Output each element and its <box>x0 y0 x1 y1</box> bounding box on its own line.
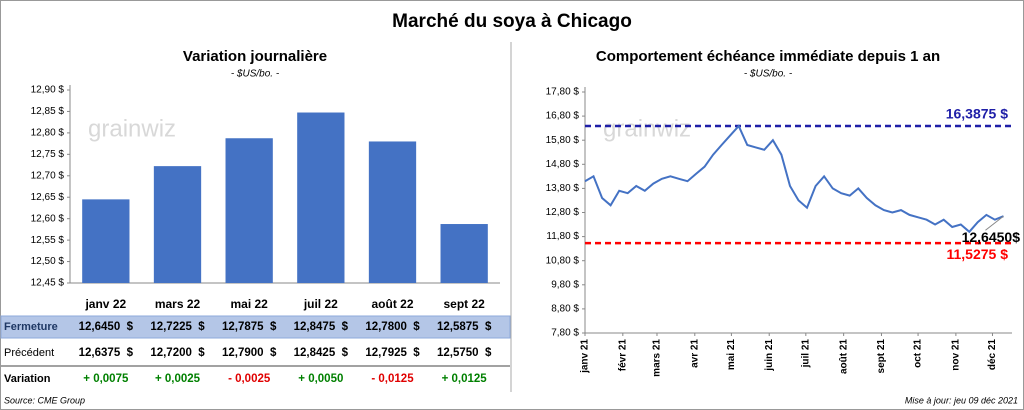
x-tick-label: févr 21 <box>617 339 628 372</box>
bar <box>440 224 488 283</box>
row-label: Variation <box>4 373 51 385</box>
y-tick-label: 13,80 $ <box>546 183 580 194</box>
y-tick-label: 16,80 $ <box>546 111 580 122</box>
table-cell: 12,6375 $ <box>79 347 134 359</box>
y-tick-label: 11,80 $ <box>546 231 579 242</box>
bar <box>297 112 345 284</box>
table-cell: 12,7900 $ <box>222 347 277 359</box>
table-cell: + 0,0125 <box>442 373 488 385</box>
bar <box>225 138 273 283</box>
y-tick-label: 10,80 $ <box>546 255 580 266</box>
x-tick-label: juil 21 <box>800 339 811 369</box>
table-cell: 12,8425 $ <box>294 347 349 359</box>
x-tick-label: mars 22 <box>155 297 201 311</box>
bar <box>368 141 417 283</box>
x-tick-label: sept 21 <box>876 339 887 374</box>
page-title: Marché du soya à Chicago <box>392 11 632 32</box>
chart-subtitle: - $US/bo. - <box>744 69 793 80</box>
y-tick-label: 9,80 $ <box>551 279 579 290</box>
y-tick-label: 12,75 $ <box>31 149 65 160</box>
table-cell: - 0,0125 <box>371 373 414 385</box>
x-tick-label: sept 22 <box>443 297 485 311</box>
y-tick-label: 12,55 $ <box>31 235 65 246</box>
table-cell: 12,7225 $ <box>150 321 205 333</box>
x-tick-label: mai 21 <box>726 339 737 371</box>
y-tick-label: 12,70 $ <box>31 170 65 181</box>
y-tick-label: 12,90 $ <box>31 85 65 96</box>
y-tick-label: 14,80 $ <box>546 159 580 170</box>
table-cell: 12,6450 $ <box>79 321 134 333</box>
x-tick-label: nov 21 <box>951 339 962 371</box>
last-label: 12,6450$ <box>962 229 1021 245</box>
watermark: grainwiz <box>603 115 691 142</box>
line-series <box>584 124 1004 234</box>
reference-label: 16,3875 $ <box>946 106 1008 122</box>
x-tick-label: oct 21 <box>913 339 924 368</box>
table-cell: 12,7925 $ <box>365 347 420 359</box>
leader <box>985 215 1004 231</box>
row-label: Fermeture <box>4 321 58 333</box>
table-cell: + 0,0075 <box>83 373 129 385</box>
table-cell: 12,7200 $ <box>150 347 205 359</box>
reference-label: 11,5275 $ <box>946 246 1008 262</box>
x-tick-label: mai 22 <box>230 297 268 311</box>
y-tick-label: 12,60 $ <box>31 213 65 224</box>
table-highlight <box>0 315 511 339</box>
table-cell: 12,8475 $ <box>294 321 349 333</box>
y-tick-label: 17,80 $ <box>546 87 580 98</box>
table-cell: 12,5875 $ <box>437 321 492 333</box>
table-cell: 12,7875 $ <box>222 321 277 333</box>
table-cell: 12,7800 $ <box>365 321 420 333</box>
table-cell: + 0,0025 <box>155 373 201 385</box>
y-tick-label: 15,80 $ <box>546 135 580 146</box>
x-tick-label: janv 22 <box>84 297 126 311</box>
table-cell: + 0,0050 <box>298 373 343 385</box>
x-tick-label: déc 21 <box>987 339 998 371</box>
y-tick-label: 12,45 $ <box>31 278 65 289</box>
x-tick-label: août 21 <box>838 339 849 374</box>
chart-title: Variation journalière <box>183 48 327 65</box>
x-tick-label: juil 22 <box>303 297 338 311</box>
bar <box>82 199 130 283</box>
y-tick-label: 8,80 $ <box>551 304 579 315</box>
y-tick-label: 12,85 $ <box>31 106 65 117</box>
x-tick-label: janv 21 <box>580 339 591 374</box>
table-cell: 12,5750 $ <box>437 347 492 359</box>
x-tick-label: août 22 <box>371 297 413 311</box>
row-label: Précédent <box>4 347 54 359</box>
bar <box>153 166 202 283</box>
x-tick-label: mars 21 <box>652 339 663 377</box>
x-tick-label: avr 21 <box>689 339 700 368</box>
y-tick-label: 12,65 $ <box>31 192 65 203</box>
y-tick-label: 12,50 $ <box>31 256 65 267</box>
y-tick-label: 12,80 $ <box>31 128 65 139</box>
x-tick-label: juin 21 <box>764 339 775 372</box>
source: Source: CME Group <box>4 395 85 405</box>
updated: Mise à jour: jeu 09 déc 2021 <box>905 395 1018 405</box>
chart-subtitle: - $US/bo. - <box>231 69 280 80</box>
table-cell: - 0,0025 <box>228 373 271 385</box>
watermark: grainwiz <box>88 115 176 142</box>
chart-title: Comportement échéance immédiate depuis 1… <box>596 48 940 65</box>
y-tick-label: 7,80 $ <box>551 328 579 339</box>
y-tick-label: 12,80 $ <box>546 207 580 218</box>
